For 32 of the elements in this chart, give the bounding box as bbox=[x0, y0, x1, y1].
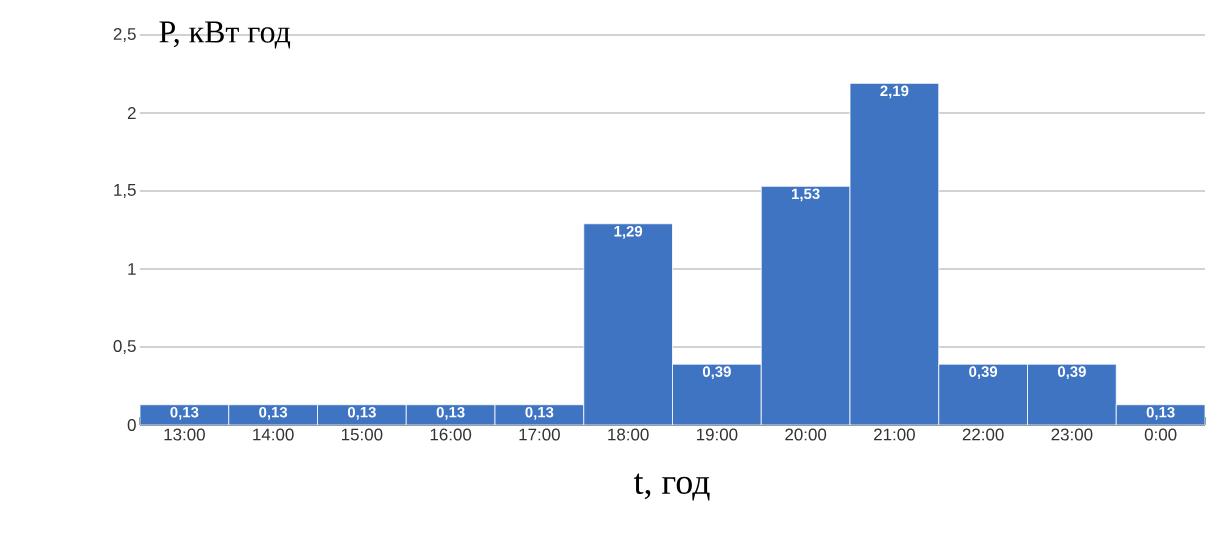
data-label: 0,13 bbox=[347, 406, 376, 420]
x-tick-label: 23:00 bbox=[1051, 428, 1093, 441]
x-tick-label: 22:00 bbox=[962, 428, 1004, 441]
data-label: 0,13 bbox=[259, 406, 288, 420]
x-tick-label: 19:00 bbox=[696, 428, 738, 441]
x-tick-label: 21:00 bbox=[874, 428, 915, 441]
x-tick-label: 14:00 bbox=[253, 428, 294, 441]
data-label: 2,19 bbox=[880, 85, 909, 99]
x-tick-label: 16:00 bbox=[430, 428, 472, 441]
y-tick-label: 2 bbox=[127, 107, 136, 119]
data-label: 0,13 bbox=[525, 406, 554, 420]
data-label: 0,39 bbox=[1057, 366, 1086, 380]
data-label: 0,39 bbox=[702, 366, 731, 380]
data-label: 1,29 bbox=[614, 225, 643, 239]
data-label: 0,39 bbox=[969, 366, 998, 380]
y-axis-title: P, кВт год bbox=[159, 21, 291, 49]
y-tick-label: 0 bbox=[127, 419, 136, 431]
data-label: 1,53 bbox=[792, 188, 820, 202]
x-tick-label: 15:00 bbox=[341, 428, 383, 441]
x-axis-title: t, год bbox=[633, 473, 710, 501]
y-tick-label: 1,5 bbox=[114, 184, 136, 198]
y-tick-label: 2,5 bbox=[113, 28, 136, 42]
data-label: 0,13 bbox=[1146, 406, 1175, 420]
x-tick-label: 17:00 bbox=[519, 428, 560, 441]
x-tick-label: 13:00 bbox=[164, 428, 205, 441]
y-tick-label: 0,5 bbox=[113, 340, 136, 354]
x-tick-label: 0:00 bbox=[1144, 428, 1177, 441]
x-tick-label: 18:00 bbox=[608, 428, 649, 441]
y-tick-label: 1 bbox=[128, 263, 136, 275]
x-tick-label: 20:00 bbox=[785, 428, 827, 441]
data-label: 0,13 bbox=[436, 406, 465, 420]
data-label: 0,13 bbox=[170, 406, 199, 420]
